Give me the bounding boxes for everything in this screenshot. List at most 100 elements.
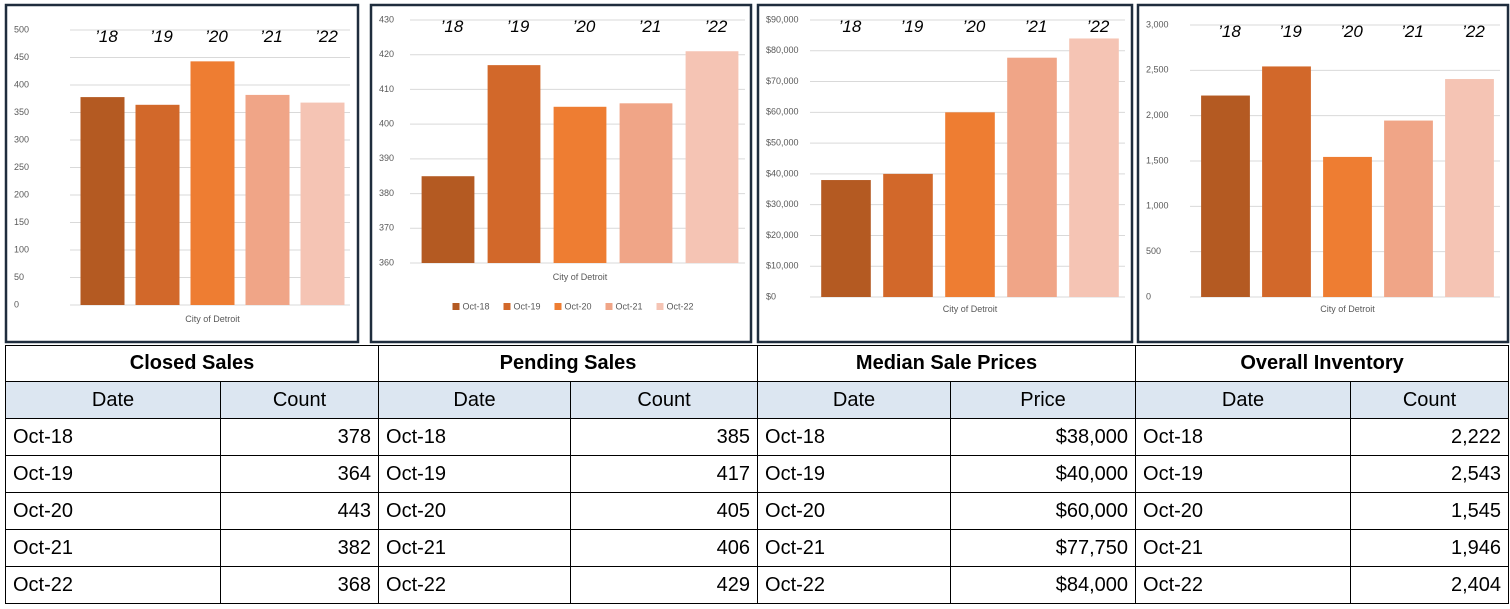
cell: 417 bbox=[570, 455, 759, 493]
cell: Oct-20 bbox=[757, 492, 952, 530]
bar-label: ’21 bbox=[1401, 22, 1424, 41]
x-axis-label: City of Detroit bbox=[553, 272, 608, 282]
bar-label: ’18 bbox=[1218, 22, 1241, 41]
y-tick-label: 150 bbox=[14, 217, 29, 227]
cell: 1,545 bbox=[1350, 492, 1510, 530]
cell: 406 bbox=[570, 529, 759, 567]
cell: 2,404 bbox=[1350, 566, 1510, 604]
bar bbox=[487, 65, 541, 263]
column-header: Date bbox=[757, 381, 952, 419]
legend-swatch bbox=[503, 303, 511, 310]
data-row: Oct-22 368 Oct-22 429 Oct-22 $84,000 Oct-22 2,4… bbox=[5, 566, 1510, 604]
y-tick-label: 400 bbox=[14, 79, 29, 89]
y-tick-label: 200 bbox=[14, 189, 29, 199]
y-tick-label: $60,000 bbox=[766, 107, 799, 117]
bar bbox=[80, 97, 125, 305]
cell: Oct-21 bbox=[5, 529, 221, 567]
bar-label: ’21 bbox=[260, 27, 283, 46]
column-header: Count bbox=[1350, 381, 1510, 419]
cell: $60,000 bbox=[950, 492, 1137, 530]
y-tick-label: 390 bbox=[379, 153, 394, 163]
section-title: Closed Sales bbox=[4, 345, 380, 382]
y-tick-label: $10,000 bbox=[766, 261, 799, 271]
legend-label: Oct-18 bbox=[463, 301, 490, 311]
legend-swatch bbox=[554, 303, 562, 310]
y-tick-label: 250 bbox=[14, 162, 29, 172]
x-axis-label: City of Detroit bbox=[1320, 304, 1375, 314]
cell: $38,000 bbox=[950, 418, 1137, 456]
cell: Oct-19 bbox=[5, 455, 221, 493]
y-tick-label: 1,500 bbox=[1146, 155, 1169, 165]
bar bbox=[1007, 57, 1057, 298]
bar bbox=[553, 106, 607, 264]
bar bbox=[1201, 95, 1250, 297]
y-tick-label: $80,000 bbox=[766, 45, 799, 55]
cell: 368 bbox=[219, 566, 380, 604]
title-row: Closed Sales Pending Sales Median Sale Pri… bbox=[4, 345, 1510, 382]
bar bbox=[421, 176, 475, 263]
y-tick-label: 0 bbox=[1146, 291, 1151, 301]
cell: 378 bbox=[219, 418, 380, 456]
section-title: Overall Inventory bbox=[1135, 345, 1510, 382]
bar-label: ’19 bbox=[901, 17, 924, 36]
column-header: Count bbox=[219, 381, 380, 419]
bar-label: ’22 bbox=[1087, 17, 1110, 36]
legend-label: Oct-22 bbox=[667, 301, 694, 311]
bar bbox=[135, 104, 180, 305]
legend-label: Oct-19 bbox=[514, 301, 541, 311]
bar-label: ’22 bbox=[1462, 22, 1485, 41]
section-title: Median Sale Prices bbox=[757, 345, 1137, 382]
y-tick-label: 380 bbox=[379, 188, 394, 198]
bar-label: ’19 bbox=[1279, 22, 1302, 41]
legend-label: Oct-20 bbox=[565, 301, 592, 311]
cell: Oct-19 bbox=[378, 455, 572, 493]
data-row: Oct-21 382 Oct-21 406 Oct-21 $77,750 Oct-21 1,9… bbox=[5, 529, 1510, 567]
cell: Oct-19 bbox=[1135, 455, 1352, 493]
cell: Oct-18 bbox=[757, 418, 952, 456]
bar bbox=[685, 51, 739, 263]
column-header: Count bbox=[570, 381, 759, 419]
legend-label: Oct-21 bbox=[616, 301, 643, 311]
cell: 429 bbox=[570, 566, 759, 604]
cell: Oct-20 bbox=[1135, 492, 1352, 530]
bar bbox=[619, 103, 673, 263]
y-tick-label: 420 bbox=[379, 49, 394, 59]
cell: Oct-18 bbox=[378, 418, 572, 456]
chart-panel bbox=[4, 3, 360, 344]
y-tick-label: $0 bbox=[766, 291, 776, 301]
bar-label: ’20 bbox=[1340, 22, 1363, 41]
y-tick-label: 0 bbox=[14, 299, 19, 309]
y-tick-label: $90,000 bbox=[766, 14, 799, 24]
y-tick-label: $30,000 bbox=[766, 199, 799, 209]
bar bbox=[245, 94, 290, 306]
bar-label: ’22 bbox=[315, 27, 338, 46]
data-row: Oct-18 378 Oct-18 385 Oct-18 $38,000 Oct-18 2,2… bbox=[5, 418, 1510, 456]
legend-swatch bbox=[605, 303, 613, 310]
cell: Oct-22 bbox=[1135, 566, 1352, 604]
legend-swatch bbox=[452, 303, 460, 310]
y-tick-label: 500 bbox=[1146, 246, 1161, 256]
bar bbox=[883, 173, 933, 297]
y-tick-label: 50 bbox=[14, 272, 24, 282]
charts: 0 50 100 150 200 250 300 350 400 450 500 ’18 ’19 ’20 ’… bbox=[4, 3, 1510, 344]
y-tick-label: 100 bbox=[14, 244, 29, 254]
bar-label: ’21 bbox=[1025, 17, 1048, 36]
column-header: Date bbox=[1135, 381, 1352, 419]
bar bbox=[300, 102, 345, 305]
bar bbox=[1384, 120, 1433, 297]
y-tick-label: 370 bbox=[379, 223, 394, 233]
cell: 385 bbox=[570, 418, 759, 456]
y-tick-label: 300 bbox=[14, 134, 29, 144]
bar bbox=[821, 180, 871, 297]
cell: Oct-21 bbox=[1135, 529, 1352, 567]
bar bbox=[1323, 156, 1372, 297]
bar-label: ’20 bbox=[573, 17, 596, 36]
cell: Oct-22 bbox=[757, 566, 952, 604]
y-tick-label: 500 bbox=[14, 24, 29, 34]
cell: 405 bbox=[570, 492, 759, 530]
cell: Oct-20 bbox=[378, 492, 572, 530]
bar bbox=[1069, 38, 1119, 297]
bar bbox=[945, 112, 995, 297]
bar-label: ’18 bbox=[441, 17, 464, 36]
